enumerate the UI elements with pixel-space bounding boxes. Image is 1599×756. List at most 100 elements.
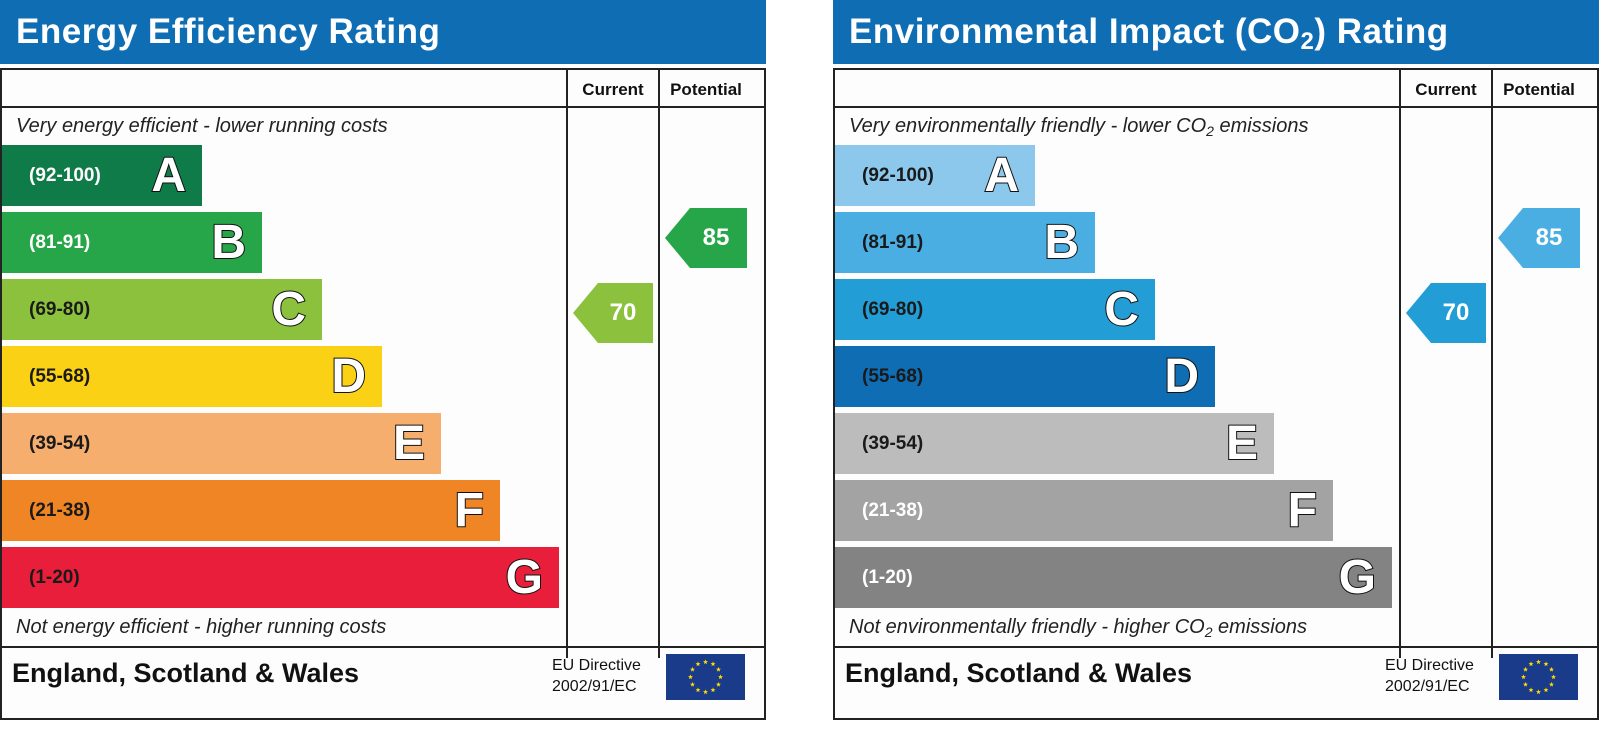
current-rating-arrow: 70 xyxy=(573,283,653,343)
current-rating-value: 70 xyxy=(609,299,637,326)
rating-band-b: (81-91) B xyxy=(2,212,262,273)
eu-star xyxy=(710,661,716,667)
eu-star xyxy=(1549,666,1554,672)
rating-band-f: (21-38) F xyxy=(2,480,500,541)
environment-header: Environmental Impact (CO2) Rating xyxy=(833,0,1599,64)
eu-directive-line1: EU Directive xyxy=(1385,657,1474,674)
eu-star xyxy=(718,674,723,680)
energy-chart-box: Current Potential Very energy efficient … xyxy=(0,68,766,720)
eu-star xyxy=(1523,666,1528,672)
eu-star xyxy=(1536,689,1541,695)
potential-column-header: Potential xyxy=(670,80,742,99)
band-range-label: (69-80) xyxy=(862,299,924,320)
potential-rating-value: 85 xyxy=(702,224,730,251)
arrow-shape xyxy=(573,283,653,343)
energy-title: Energy Efficiency Rating xyxy=(16,12,441,51)
footer-divider xyxy=(2,646,764,648)
current-rating-arrow: 70 xyxy=(1406,283,1486,343)
current-rating-value: 70 xyxy=(1442,299,1470,326)
bottom-caption: Not energy efficient - higher running co… xyxy=(16,616,387,638)
band-letter: B xyxy=(1043,215,1080,270)
eu-star xyxy=(690,681,695,687)
band-letter: C xyxy=(1103,282,1140,337)
band-range-label: (81-91) xyxy=(862,232,924,253)
band-letter: D xyxy=(1163,349,1200,404)
eu-directive-line1: EU Directive xyxy=(552,657,641,674)
column-header-divider xyxy=(2,106,764,108)
eu-star xyxy=(695,661,701,667)
band-range-label: (1-20) xyxy=(862,567,913,588)
band-range-label: (81-91) xyxy=(29,232,91,253)
rating-band-a: (92-100) A xyxy=(835,145,1035,206)
band-letter: A xyxy=(983,148,1020,203)
band-range-label: (92-100) xyxy=(862,165,934,186)
eu-directive-text: EU Directive 2002/91/EC xyxy=(552,655,641,697)
band-range-label: (21-38) xyxy=(29,500,91,521)
footer-region: England, Scotland & Wales xyxy=(845,658,1193,688)
eu-directive-text: EU Directive 2002/91/EC xyxy=(1385,655,1474,697)
eu-directive-line2: 2002/91/EC xyxy=(1385,678,1470,695)
rating-band-f: (21-38) F xyxy=(835,480,1333,541)
rating-band-d: (55-68) D xyxy=(2,346,382,407)
rating-band-d: (55-68) D xyxy=(835,346,1215,407)
environment-chart-box: Current Potential Very environmentally f… xyxy=(833,68,1599,720)
current-column-header: Current xyxy=(1415,80,1477,99)
eu-star xyxy=(1521,674,1526,680)
rating-band-e: (39-54) E xyxy=(835,413,1274,474)
band-range-label: (1-20) xyxy=(29,567,80,588)
eu-star xyxy=(1536,659,1541,665)
band-letter: F xyxy=(1287,483,1318,538)
eu-star xyxy=(1543,687,1549,693)
energy-efficiency-panel: Energy Efficiency Rating Current Potenti… xyxy=(0,0,766,720)
band-letter: D xyxy=(330,349,367,404)
band-range-label: (39-54) xyxy=(862,433,924,454)
column-header-divider xyxy=(835,106,1597,108)
potential-rating-arrow: 85 xyxy=(665,208,747,268)
band-letter: E xyxy=(392,416,426,471)
eu-star xyxy=(1523,681,1528,687)
eu-star xyxy=(703,659,708,665)
top-caption: Very energy efficient - lower running co… xyxy=(16,115,388,137)
rating-band-g: (1-20) G xyxy=(2,547,559,608)
eu-flag-icon xyxy=(1499,654,1578,700)
current-column-header: Current xyxy=(582,80,644,99)
eu-star xyxy=(1528,687,1534,693)
eu-star xyxy=(1551,674,1556,680)
band-range-label: (55-68) xyxy=(29,366,91,387)
eu-star xyxy=(695,687,701,693)
footer-divider xyxy=(835,646,1597,648)
eu-star xyxy=(703,689,708,695)
band-range-label: (92-100) xyxy=(29,165,101,186)
environmental-impact-panel: Environmental Impact (CO2) Rating Curren… xyxy=(833,0,1599,720)
band-letter: G xyxy=(1338,550,1377,605)
band-letter: E xyxy=(1225,416,1259,471)
arrow-shape xyxy=(1406,283,1486,343)
current-column-divider xyxy=(1399,70,1401,658)
rating-band-b: (81-91) B xyxy=(835,212,1095,273)
band-letter: F xyxy=(454,483,485,538)
potential-rating-value: 85 xyxy=(1535,224,1563,251)
current-column-divider xyxy=(566,70,568,658)
rating-band-e: (39-54) E xyxy=(2,413,441,474)
potential-column-divider xyxy=(658,70,660,658)
band-range-label: (69-80) xyxy=(29,299,91,320)
band-range-label: (21-38) xyxy=(862,500,924,521)
band-letter: A xyxy=(150,148,187,203)
rating-band-c: (69-80) C xyxy=(2,279,322,340)
eu-star xyxy=(716,681,721,687)
band-letter: B xyxy=(210,215,247,270)
arrow-shape xyxy=(665,208,747,268)
rating-band-a: (92-100) A xyxy=(2,145,202,206)
eu-star xyxy=(1528,661,1534,667)
eu-directive-line2: 2002/91/EC xyxy=(552,678,637,695)
eu-star xyxy=(710,687,716,693)
band-range-label: (55-68) xyxy=(862,366,924,387)
eu-star xyxy=(688,674,693,680)
potential-column-divider xyxy=(1491,70,1493,658)
environment-title: Environmental Impact (CO2) Rating xyxy=(849,12,1449,55)
arrow-shape xyxy=(1498,208,1580,268)
potential-column-header: Potential xyxy=(1503,80,1575,99)
eu-star xyxy=(1543,661,1549,667)
eu-star xyxy=(690,666,695,672)
band-letter: C xyxy=(270,282,307,337)
